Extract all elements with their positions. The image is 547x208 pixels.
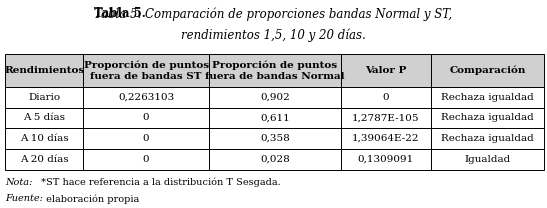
Text: 0,028: 0,028: [260, 155, 290, 164]
Text: Fuente:: Fuente:: [5, 194, 43, 203]
Text: Rechaza igualdad: Rechaza igualdad: [441, 93, 534, 102]
Bar: [430, 54, 544, 87]
Text: elaboración propia: elaboración propia: [43, 194, 139, 204]
Text: Diario: Diario: [28, 93, 61, 102]
Text: Proporción de puntos
fuera de bandas ST: Proporción de puntos fuera de bandas ST: [84, 60, 209, 81]
Text: Rechaza igualdad: Rechaza igualdad: [441, 134, 534, 143]
Bar: [83, 149, 209, 170]
Text: Nota:: Nota:: [5, 178, 33, 187]
Bar: [5, 54, 83, 87]
Text: 0,358: 0,358: [260, 134, 290, 143]
Bar: [83, 54, 209, 87]
Text: 1,39064E-22: 1,39064E-22: [352, 134, 420, 143]
Bar: [430, 108, 544, 128]
Text: A 20 días: A 20 días: [20, 155, 69, 164]
Bar: [341, 149, 430, 170]
Text: Valor P: Valor P: [365, 66, 406, 75]
Bar: [341, 87, 430, 108]
Text: 0: 0: [143, 134, 149, 143]
Bar: [209, 87, 341, 108]
Text: Comparación: Comparación: [449, 66, 526, 75]
Text: 0,902: 0,902: [260, 93, 290, 102]
Bar: [430, 149, 544, 170]
Bar: [341, 128, 430, 149]
Bar: [430, 128, 544, 149]
Text: A 5 días: A 5 días: [24, 113, 66, 123]
Bar: [5, 149, 83, 170]
Text: Igualdad: Igualdad: [464, 155, 510, 164]
Bar: [83, 108, 209, 128]
Text: 0,1309091: 0,1309091: [358, 155, 414, 164]
Bar: [341, 54, 430, 87]
Bar: [430, 87, 544, 108]
Text: 0: 0: [382, 93, 389, 102]
Text: A 10 días: A 10 días: [20, 134, 69, 143]
Text: 0: 0: [143, 113, 149, 123]
Bar: [341, 108, 430, 128]
Text: 0: 0: [143, 155, 149, 164]
Bar: [83, 87, 209, 108]
Bar: [209, 128, 341, 149]
Bar: [83, 128, 209, 149]
Text: 1,2787E-105: 1,2787E-105: [352, 113, 420, 123]
Text: Tabla 5. Comparación de proporciones bandas Normal y ST,: Tabla 5. Comparación de proporciones ban…: [95, 7, 452, 21]
Text: *ST hace referencia a la distribución T Sesgada.: *ST hace referencia a la distribución T …: [38, 178, 281, 187]
Text: 0,611: 0,611: [260, 113, 290, 123]
Bar: [5, 108, 83, 128]
Bar: [209, 54, 341, 87]
Bar: [209, 149, 341, 170]
Text: Tabla 5.: Tabla 5.: [95, 7, 146, 20]
Text: Proporción de puntos
fuera de bandas Normal: Proporción de puntos fuera de bandas Nor…: [205, 60, 345, 81]
Text: rendimientos 1,5, 10 y 20 días.: rendimientos 1,5, 10 y 20 días.: [181, 28, 366, 42]
Bar: [209, 108, 341, 128]
Text: 0,2263103: 0,2263103: [118, 93, 174, 102]
Bar: [5, 87, 83, 108]
Text: Rendimientos: Rendimientos: [4, 66, 84, 75]
Bar: [5, 128, 83, 149]
Text: Rechaza igualdad: Rechaza igualdad: [441, 113, 534, 123]
